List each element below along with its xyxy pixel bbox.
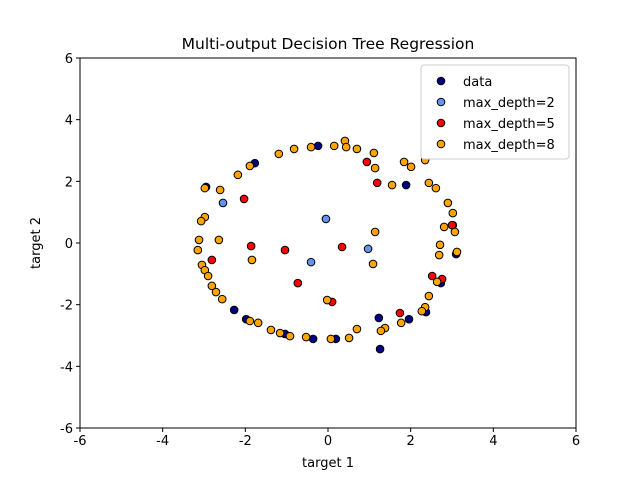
point (370, 227, 380, 237)
point (432, 277, 442, 287)
point (443, 198, 453, 208)
point (285, 331, 295, 341)
point (229, 305, 239, 315)
point (308, 334, 318, 344)
point (239, 194, 249, 204)
point (399, 157, 409, 167)
point (218, 198, 228, 208)
point (427, 271, 437, 281)
legend-label: max_depth=2 (463, 96, 555, 111)
point (246, 241, 256, 251)
x-tick-label: 6 (572, 434, 580, 449)
point (417, 306, 427, 316)
point (245, 161, 255, 171)
point (322, 295, 332, 305)
y-axis-label: target 2 (29, 217, 44, 269)
point (452, 247, 462, 257)
point (424, 178, 434, 188)
x-tick-label: -2 (239, 434, 252, 449)
x-tick-label: -4 (156, 434, 169, 449)
x-axis-label: target 1 (302, 456, 354, 471)
y-tick-label: -2 (60, 299, 73, 314)
point (450, 227, 460, 237)
point (370, 163, 380, 173)
point (203, 271, 213, 281)
point (448, 208, 458, 218)
point (313, 141, 323, 151)
y-tick-label: 2 (65, 175, 73, 190)
chart-title: Multi-output Decision Tree Regression (182, 35, 475, 53)
legend-marker (436, 139, 446, 149)
point (266, 325, 276, 335)
point (439, 222, 449, 232)
point (214, 235, 224, 245)
point (207, 255, 217, 265)
x-tick-label: 0 (324, 434, 332, 449)
point (275, 328, 285, 338)
point (352, 324, 362, 334)
point (374, 313, 384, 323)
legend-label: data (463, 75, 492, 90)
point (368, 259, 378, 269)
point (375, 344, 385, 354)
point (329, 141, 339, 151)
point (434, 250, 444, 260)
point (194, 235, 204, 245)
point (406, 162, 416, 172)
point (362, 157, 372, 167)
legend-label: max_depth=5 (463, 117, 555, 132)
point (280, 245, 290, 255)
point (363, 244, 373, 254)
point (247, 255, 257, 265)
point (326, 334, 336, 344)
x-tick-label: 4 (489, 434, 497, 449)
point (207, 281, 217, 291)
legend-box (420, 64, 570, 160)
point (289, 144, 299, 154)
y-tick-label: 0 (65, 237, 73, 252)
point (337, 242, 347, 252)
legend-marker (436, 118, 446, 128)
x-tick-label: 2 (407, 434, 415, 449)
y-tick-label: 4 (65, 114, 73, 129)
point (196, 216, 206, 226)
point (253, 318, 263, 328)
point (306, 142, 316, 152)
point (431, 183, 441, 193)
point (245, 316, 255, 326)
point (217, 294, 227, 304)
point (200, 183, 210, 193)
point (193, 245, 203, 255)
point (233, 170, 243, 180)
point (372, 178, 382, 188)
point (352, 144, 362, 154)
point (401, 180, 411, 190)
point (344, 333, 354, 343)
point (396, 318, 406, 328)
point (424, 291, 434, 301)
y-tick-label: 6 (65, 52, 73, 67)
point (387, 180, 397, 190)
point (341, 142, 351, 152)
point (369, 148, 379, 158)
point (301, 332, 311, 342)
point (274, 149, 284, 159)
point (395, 308, 405, 318)
point (404, 314, 414, 324)
y-tick-label: -4 (60, 360, 73, 375)
point (435, 240, 445, 250)
point (321, 214, 331, 224)
point (306, 257, 316, 267)
point (215, 185, 225, 195)
x-tick-label: -6 (74, 434, 87, 449)
y-tick-label: -6 (60, 422, 73, 437)
point (376, 326, 386, 336)
legend-marker (436, 76, 446, 86)
legend-marker (436, 97, 446, 107)
legend-label: max_depth=8 (463, 138, 555, 153)
point (211, 287, 221, 297)
point (293, 278, 303, 288)
